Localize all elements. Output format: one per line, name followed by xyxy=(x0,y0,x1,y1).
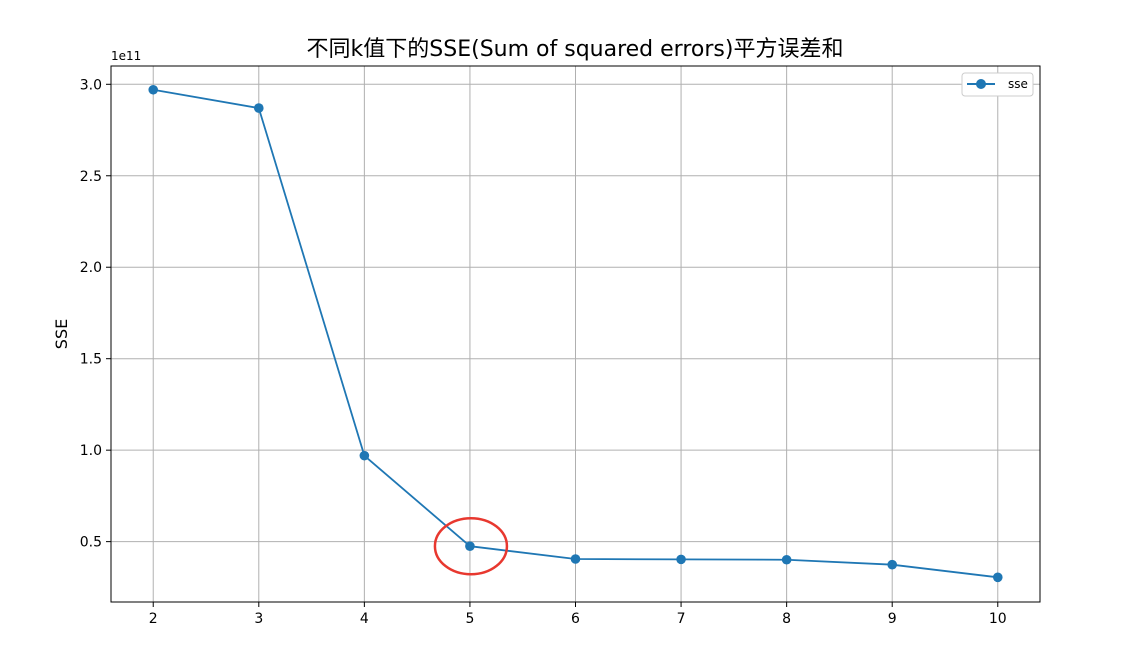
chart-title: 不同k值下的SSE(Sum of squared errors)平方误差和 xyxy=(307,37,844,62)
x-axis-ticks: 2 3 4 5 6 7 8 9 10 xyxy=(149,602,1007,627)
y-tick-label-5: 3.0 xyxy=(80,77,102,93)
data-point-sse-7 xyxy=(676,554,686,565)
data-point-sse-10 xyxy=(992,572,1003,583)
x-tick-label-6: 6 xyxy=(571,611,580,627)
data-point-sse-3 xyxy=(253,103,264,113)
data-point-sse-5 xyxy=(465,541,475,552)
grid-lines xyxy=(111,66,1040,602)
y-tick-label-0: 0.5 xyxy=(80,535,102,551)
x-tick-label-9: 9 xyxy=(888,611,897,627)
legend-label-sse: sse xyxy=(1008,77,1028,91)
x-tick-label-5: 5 xyxy=(465,611,474,627)
x-tick-label-10: 10 xyxy=(989,611,1007,627)
legend-marker-sse xyxy=(976,79,986,89)
data-point-sse-4 xyxy=(359,450,370,461)
x-tick-label-2: 2 xyxy=(149,611,158,627)
x-tick-label-4: 4 xyxy=(360,611,369,627)
y-axis-offset-label: 1e11 xyxy=(111,49,141,63)
data-point-sse-2 xyxy=(148,84,159,95)
y-tick-label-1: 1.0 xyxy=(80,443,102,459)
series-sse xyxy=(148,84,1003,583)
highlight-ellipse xyxy=(433,516,509,576)
data-point-sse-8 xyxy=(781,554,792,565)
data-point-sse-9 xyxy=(887,559,898,570)
legend: sse xyxy=(961,72,1034,97)
annotation-group xyxy=(433,516,509,576)
data-point-sse-6 xyxy=(570,554,581,564)
y-tick-label-3: 2.0 xyxy=(80,260,102,276)
x-tick-label-8: 8 xyxy=(782,611,791,627)
y-axis-ticks: 0.5 1.0 1.5 2.0 2.5 3.0 xyxy=(80,77,111,551)
y-tick-label-2: 1.5 xyxy=(80,352,102,368)
y-tick-label-4: 2.5 xyxy=(80,169,102,185)
x-tick-label-3: 3 xyxy=(254,611,263,627)
legend-box xyxy=(961,72,1034,97)
x-tick-label-7: 7 xyxy=(677,611,686,627)
y-axis-label: SSE xyxy=(52,319,71,349)
